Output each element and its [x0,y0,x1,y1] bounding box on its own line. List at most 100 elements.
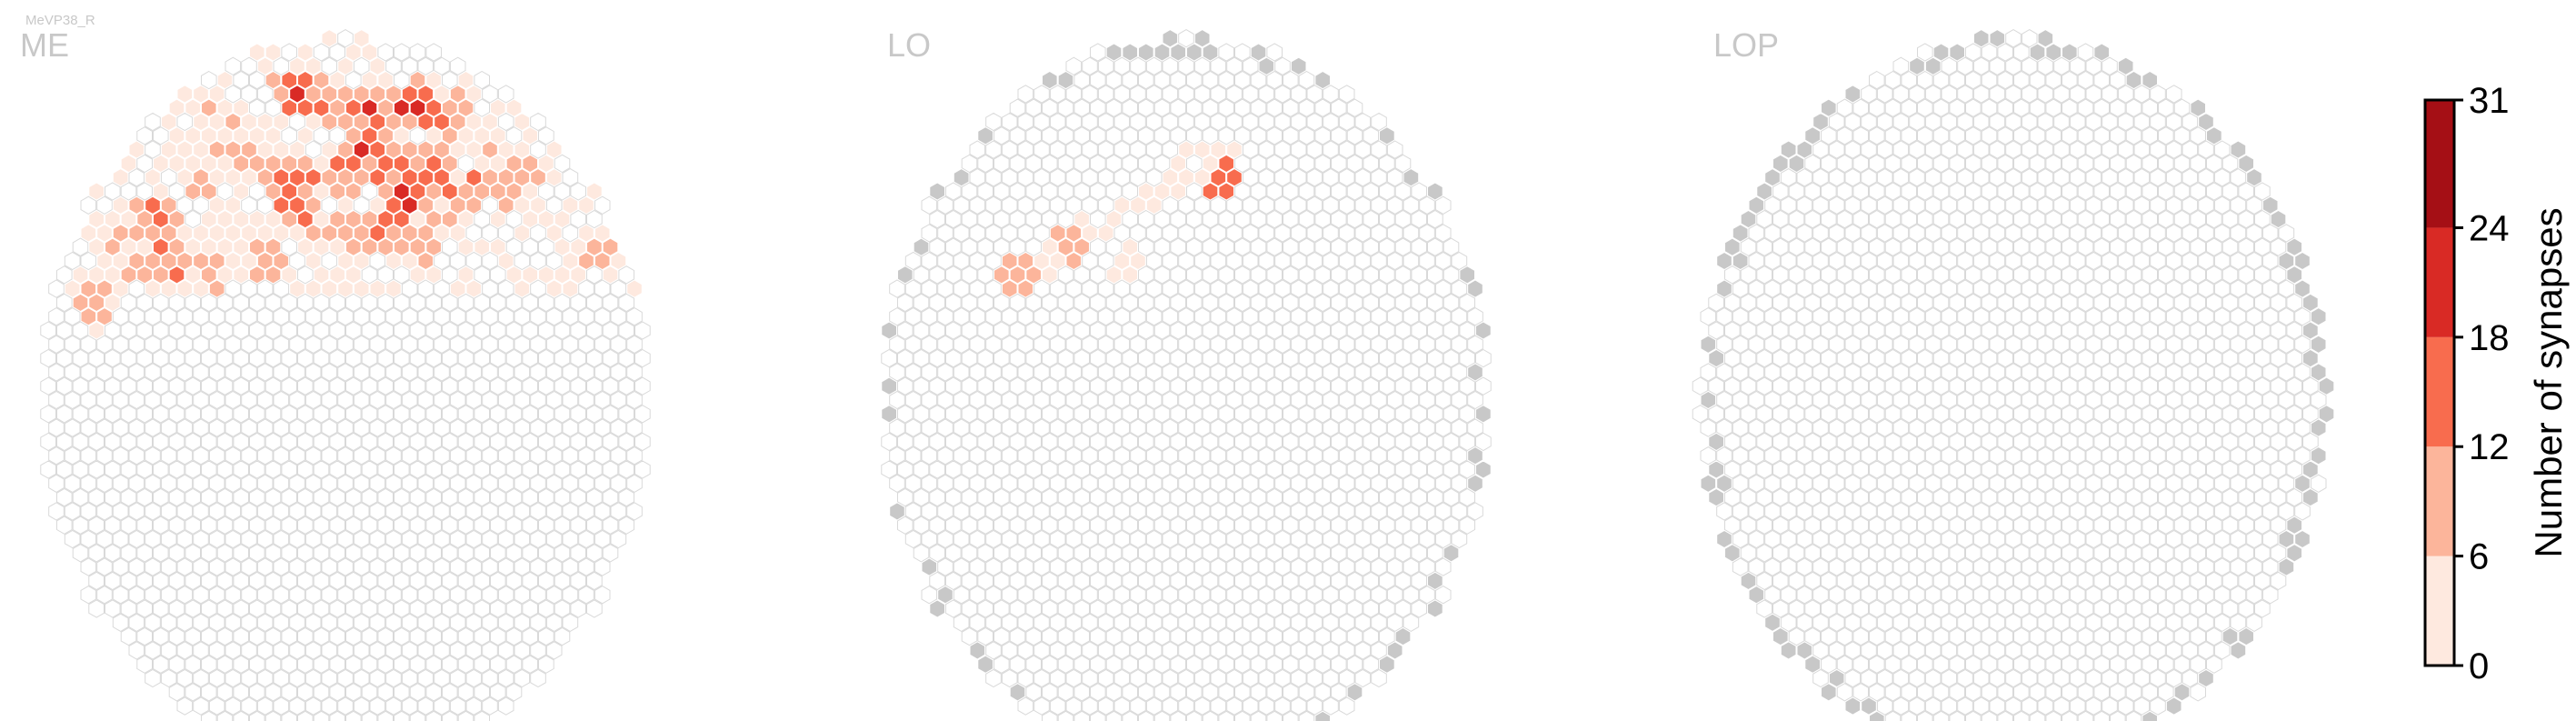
hex-cell [1924,613,1942,632]
hex-cell [1708,460,1724,479]
hex-cell [1145,307,1163,326]
hex-cell [1836,376,1853,396]
hex-cell [1033,474,1050,493]
hex-cell [1989,29,2006,48]
hex-cell [241,140,257,159]
hex-cell [289,529,305,549]
hex-cell [1949,683,1965,702]
hex-cell [2246,502,2262,521]
hex-cell [1924,641,1942,660]
hex-cell [1290,307,1307,326]
hex-cell [2093,599,2110,618]
hex-cell [1226,363,1243,382]
hex-cell [449,335,466,354]
hex-cell [2230,613,2247,632]
hex-cell [1226,446,1243,466]
hex-cell [1266,182,1283,201]
hex-cell [265,544,282,563]
hex-cell [2190,516,2206,535]
hex-cell [1323,112,1339,132]
hex-cell [937,474,954,493]
hex-cell [112,279,129,298]
hex-cell [1780,224,1797,243]
hex-cell [1042,655,1058,674]
hex-cell [2045,70,2062,90]
hex-cell [2005,446,2022,466]
hex-cell [953,168,970,187]
hex-cell [289,641,305,660]
hex-cell [321,641,338,660]
hex-cell [442,154,458,174]
hex-cell [1828,195,1845,215]
hex-cell [2117,56,2134,75]
hex-cell [2222,237,2239,256]
hex-cell [1941,335,1958,354]
hex-cell [2005,502,2022,521]
hex-cell [321,502,338,521]
hex-cell [449,390,466,410]
hex-cell [1105,655,1123,674]
hex-cell [2102,85,2118,104]
hex-cell [241,279,257,298]
hex-cell [538,487,554,507]
hex-cell [1427,571,1443,591]
hex-cell [1218,683,1234,702]
hex-cell [1338,446,1355,466]
hex-cell [409,516,426,535]
hex-cell [449,668,466,688]
hex-cell [1218,599,1234,618]
hex-cell [1780,390,1797,410]
hex-cell [2278,446,2295,466]
hex-cell [1122,265,1138,285]
hex-cell [1234,70,1251,90]
hex-cell [216,655,234,674]
hex-cell [929,405,945,424]
hex-cell [993,209,1010,229]
hex-cell [1884,321,1902,340]
hex-cell [945,487,962,507]
hex-cell [1082,112,1098,132]
hex-cell [88,405,105,424]
hex-cell [105,599,121,618]
hex-cell [465,502,483,521]
hex-cell [1145,335,1163,354]
hex-cell [1210,586,1227,605]
hex-cell [1186,70,1203,90]
hex-cell [2085,502,2102,521]
hex-cell [297,571,314,591]
hex-cell [96,529,113,549]
hex-cell [40,376,56,396]
hex-cell [1057,348,1074,368]
hex-cell [2102,195,2118,215]
hex-cell [297,321,314,340]
hex-cell [1972,251,1990,271]
hex-cell [1153,544,1171,563]
hex-cell [321,668,338,688]
hex-cell [2062,599,2078,618]
hex-cell [409,544,426,563]
hex-cell [1836,683,1853,702]
hex-cell [1451,390,1468,410]
hex-cell [2302,348,2319,368]
hex-cell [522,655,538,674]
hex-cell [1965,237,1982,256]
hex-cell [2310,363,2327,382]
hex-cell [1852,544,1869,563]
hex-cell [2125,571,2142,591]
hex-cell [1009,460,1026,479]
hex-cell [2053,668,2070,688]
hex-cell [554,348,571,368]
hex-cell [160,251,177,271]
hex-cell [1941,696,1958,716]
hex-cell [2213,307,2231,326]
hex-cell [1957,307,1973,326]
hex-cell [2077,487,2094,507]
hex-cell [2222,321,2239,340]
hex-cell [1932,516,1950,535]
hex-cell [281,655,297,674]
hex-cell [1901,182,1917,201]
hex-cell [937,307,954,326]
hex-cell [2165,85,2182,104]
hex-cell [1049,418,1066,437]
hex-cell [2021,279,2038,298]
